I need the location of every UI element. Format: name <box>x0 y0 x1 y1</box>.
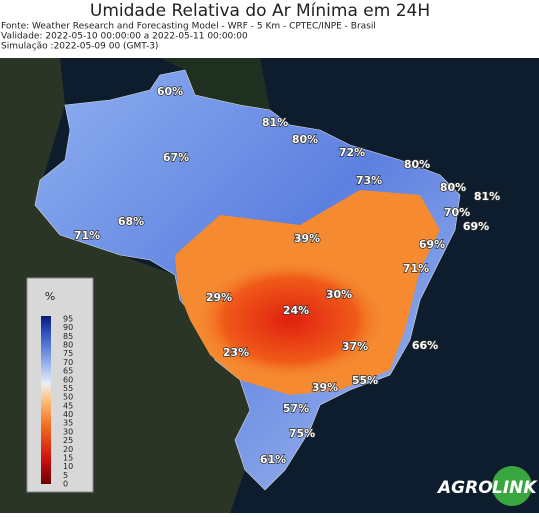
humidity-label: 37% <box>342 340 368 353</box>
title: Umidade Relativa do Ar Mínima em 24H <box>90 1 430 21</box>
humidity-label: 69% <box>463 220 489 233</box>
humidity-label: 68% <box>118 215 144 228</box>
humidity-label: 39% <box>294 232 320 245</box>
header-line: Simulação :2022-05-09 00 (GMT-3) <box>1 42 158 52</box>
humidity-label: 57% <box>283 402 309 415</box>
colorbar-tick-label: 95 <box>63 315 73 324</box>
logo-left: AGRO <box>436 478 493 498</box>
humidity-label: 81% <box>262 116 288 129</box>
humidity-label: 66% <box>412 339 438 352</box>
colorbar-tick-label: 70 <box>63 358 73 367</box>
humidity-label: 23% <box>223 346 249 359</box>
colorbar-tick-label: 20 <box>63 445 73 454</box>
colorbar-tick-label: 5 <box>63 471 68 480</box>
humidity-label: 70% <box>444 206 470 219</box>
colorbar-tick-label: 45 <box>63 401 73 410</box>
humidity-label: 24% <box>283 304 309 317</box>
colorbar-tick-label: 90 <box>63 323 73 332</box>
colorbar-tick-label: 35 <box>63 419 73 428</box>
header-line: Validade: 2022-05-10 00:00:00 a 2022-05-… <box>1 32 248 42</box>
colorbar-tick-label: 0 <box>63 480 68 489</box>
colorbar-tick-label: 40 <box>63 410 73 419</box>
humidity-label: 72% <box>339 146 365 159</box>
colorbar-tick-label: 30 <box>63 427 73 436</box>
colorbar-tick-label: 75 <box>63 349 73 358</box>
colorbar-box <box>26 277 94 493</box>
humidity-label: 80% <box>404 158 430 171</box>
header-line: Fonte: Weather Research and Forecasting … <box>1 22 376 32</box>
colorbar-tick-label: 55 <box>63 384 73 393</box>
humidity-label: 71% <box>74 229 100 242</box>
very-dry-region <box>195 260 385 380</box>
humidity-label: 55% <box>352 374 378 387</box>
logo-right: LINK <box>492 478 538 498</box>
colorbar-tick-label: 25 <box>63 436 73 445</box>
humidity-label: 61% <box>260 453 286 466</box>
humidity-label: 39% <box>312 381 338 394</box>
humidity-label: 67% <box>163 151 189 164</box>
humidity-label: 80% <box>440 181 466 194</box>
colorbar-tick-label: 50 <box>63 393 73 402</box>
humidity-label: 80% <box>292 133 318 146</box>
humidity-label: 71% <box>403 262 429 275</box>
colorbar <box>41 316 51 484</box>
logo-circle <box>492 466 532 506</box>
colorbar-tick-label: 15 <box>63 453 73 462</box>
colorbar-tick-label: 65 <box>63 367 73 376</box>
land <box>160 58 270 110</box>
colorbar-tick-label: 85 <box>63 332 73 341</box>
humidity-label: 75% <box>289 427 315 440</box>
humidity-label: 73% <box>356 174 382 187</box>
humidity-label: 29% <box>206 291 232 304</box>
humidity-label: 81% <box>474 190 500 203</box>
colorbar-tick-label: 80 <box>63 341 73 350</box>
humidity-label: 30% <box>326 288 352 301</box>
humidity-label: 69% <box>419 238 445 251</box>
colorbar-tick-label: 60 <box>63 375 73 384</box>
colorbar-tick-label: 10 <box>63 462 73 471</box>
colorbar-unit: % <box>45 290 55 303</box>
humidity-label: 60% <box>157 85 183 98</box>
